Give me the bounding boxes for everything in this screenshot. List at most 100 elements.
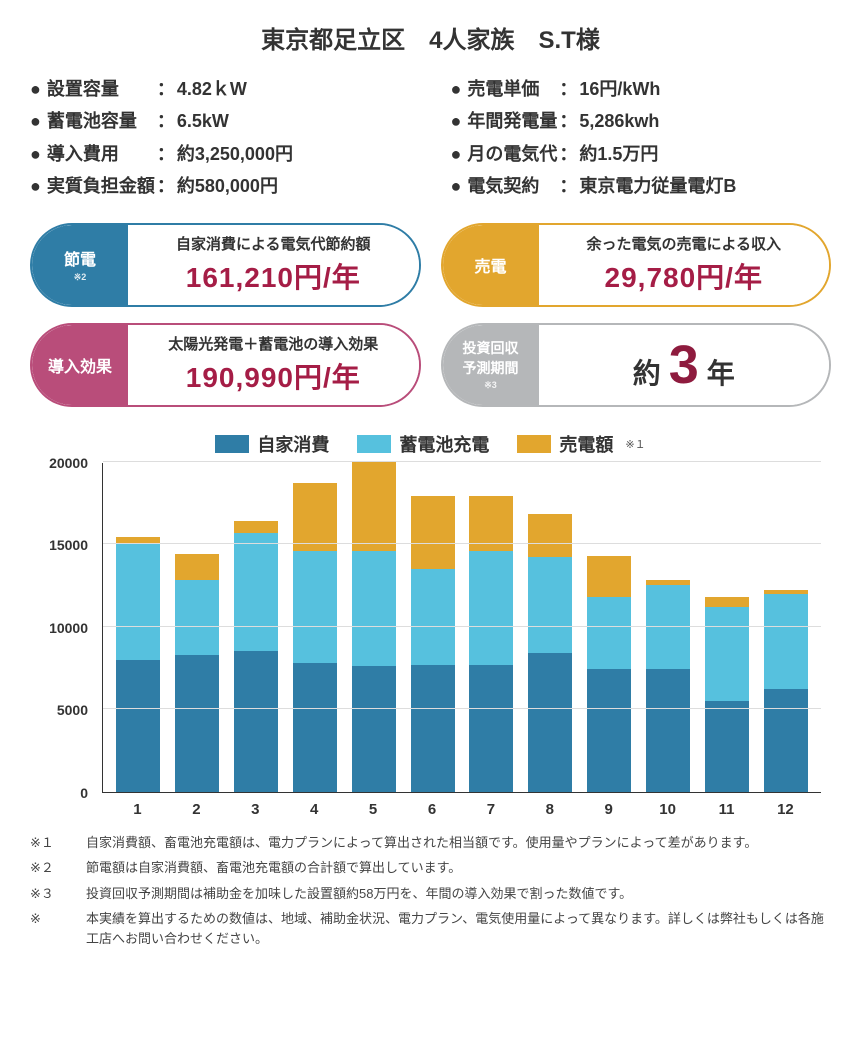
pill-payback: 投資回収 予測期間 ※3 約 3 年 bbox=[441, 323, 832, 407]
legend-label: 自家消費 bbox=[257, 431, 329, 457]
monthly-chart: 05000100001500020000 123456789101112 bbox=[40, 463, 821, 823]
spec-colon: ： bbox=[559, 170, 577, 202]
legend-swatch bbox=[357, 435, 391, 453]
bar-segment-sell bbox=[234, 521, 278, 533]
footnote-key: ※ bbox=[30, 909, 74, 948]
bar-segment-battery bbox=[646, 585, 690, 669]
bar-segment-battery bbox=[528, 557, 572, 653]
bar-segment-sell bbox=[352, 462, 396, 551]
spec-value: 約580,000円 bbox=[177, 170, 278, 202]
pill-effect-value: 190,990円/年 bbox=[186, 356, 361, 396]
pill-payback-num: 3 bbox=[669, 338, 699, 392]
bar-segment-sell bbox=[528, 514, 572, 557]
pill-saving-body: 自家消費による電気代節約額 161,210円/年 bbox=[128, 225, 419, 305]
x-tick-label: 1 bbox=[115, 795, 159, 823]
bar-segment-self bbox=[293, 663, 337, 792]
pill-payback-badge-l2: 予測期間 bbox=[463, 358, 519, 378]
x-tick-label: 11 bbox=[705, 795, 749, 823]
pill-payback-badge-note: ※3 bbox=[484, 380, 497, 391]
pill-saving: 節電 ※2 自家消費による電気代節約額 161,210円/年 bbox=[30, 223, 421, 307]
bar-segment-sell bbox=[705, 597, 749, 607]
y-axis: 05000100001500020000 bbox=[40, 463, 96, 793]
legend-swatch bbox=[215, 435, 249, 453]
spec-label: 実質負担金額 bbox=[47, 170, 155, 202]
bar-segment-self bbox=[587, 669, 631, 791]
bar-segment-self bbox=[646, 669, 690, 791]
spec-row: ●蓄電池容量：6.5kW bbox=[30, 105, 411, 137]
bar-segment-self bbox=[705, 701, 749, 792]
spec-label: 売電単価 bbox=[467, 73, 557, 105]
pill-sell-caption: 余った電気の売電による収入 bbox=[586, 233, 781, 254]
y-tick-label: 5000 bbox=[57, 702, 88, 718]
specs-left: ●設置容量：4.82ｋW●蓄電池容量：6.5kW●導入費用：約3,250,000… bbox=[30, 73, 411, 203]
bar-segment-self bbox=[469, 665, 513, 792]
x-tick-label: 5 bbox=[351, 795, 395, 823]
pill-effect-body: 太陽光発電＋蓄電池の導入効果 190,990円/年 bbox=[128, 325, 419, 405]
footnote-row: ※１自家消費額、畜電池充電額は、電力プランによって算出された相当額です。使用量や… bbox=[30, 833, 831, 853]
pill-sell-badge-label: 売電 bbox=[474, 253, 506, 277]
bar-segment-self bbox=[764, 689, 808, 791]
grid-line bbox=[103, 543, 821, 544]
plot-area bbox=[102, 463, 821, 793]
footnote-row: ※２ 節電額は自家消費額、畜電池充電額の合計額で算出しています。 bbox=[30, 858, 831, 878]
pill-saving-caption: 自家消費による電気代節約額 bbox=[176, 233, 371, 254]
bar-segment-battery bbox=[411, 569, 455, 665]
footnote-text: 節電額は自家消費額、畜電池充電額の合計額で算出しています。 bbox=[86, 858, 461, 878]
spec-label: 月の電気代 bbox=[467, 138, 557, 170]
bar-segment-battery bbox=[293, 551, 337, 663]
bars-container bbox=[103, 463, 821, 792]
bar-segment-battery bbox=[705, 607, 749, 701]
pill-sell-badge: 売電 bbox=[443, 225, 539, 305]
bar-column bbox=[352, 462, 396, 792]
spec-colon: ： bbox=[157, 138, 175, 170]
spec-label: 導入費用 bbox=[47, 138, 155, 170]
bar-segment-battery bbox=[116, 544, 160, 660]
specs-grid: ●設置容量：4.82ｋW●蓄電池容量：6.5kW●導入費用：約3,250,000… bbox=[30, 73, 831, 203]
pill-payback-unit: 年 bbox=[707, 352, 735, 392]
bar-segment-self bbox=[175, 655, 219, 792]
pill-payback-yaku: 約 bbox=[633, 352, 661, 392]
x-tick-label: 9 bbox=[587, 795, 631, 823]
page-title: 東京都足立区 4人家族 S.T様 bbox=[30, 20, 831, 55]
bar-column bbox=[764, 590, 808, 791]
spec-value: 5,286kwh bbox=[579, 105, 659, 137]
spec-value: 約1.5万円 bbox=[579, 138, 658, 170]
pill-saving-badge-label: 節電 bbox=[64, 246, 96, 270]
chart-legend: 自家消費蓄電池充電売電額※１ bbox=[30, 431, 831, 457]
bar-column bbox=[646, 580, 690, 791]
bullet-icon: ● bbox=[451, 138, 462, 170]
bar-column bbox=[528, 514, 572, 791]
spec-row: ●売電単価：16円/kWh bbox=[451, 73, 832, 105]
footnote-key: ※２ bbox=[30, 858, 74, 878]
pill-sell: 売電 余った電気の売電による収入 29,780円/年 bbox=[441, 223, 832, 307]
spec-row: ●導入費用：約3,250,000円 bbox=[30, 138, 411, 170]
pill-effect: 導入効果 太陽光発電＋蓄電池の導入効果 190,990円/年 bbox=[30, 323, 421, 407]
y-tick-label: 10000 bbox=[49, 620, 88, 636]
spec-row: ●電気契約：東京電力従量電灯B bbox=[451, 170, 832, 202]
pill-effect-caption: 太陽光発電＋蓄電池の導入効果 bbox=[168, 333, 378, 354]
bullet-icon: ● bbox=[30, 138, 41, 170]
bar-segment-self bbox=[411, 665, 455, 792]
bar-segment-battery bbox=[587, 597, 631, 670]
bar-column bbox=[469, 496, 513, 791]
footnote-key: ※３ bbox=[30, 884, 74, 904]
bullet-icon: ● bbox=[30, 170, 41, 202]
bar-column bbox=[587, 556, 631, 792]
spec-row: ●月の電気代：約1.5万円 bbox=[451, 138, 832, 170]
legend-item: 蓄電池充電 bbox=[357, 431, 489, 457]
spec-colon: ： bbox=[157, 105, 175, 137]
x-tick-label: 12 bbox=[763, 795, 807, 823]
legend-label: 蓄電池充電 bbox=[399, 431, 489, 457]
y-tick-label: 15000 bbox=[49, 537, 88, 553]
pill-sell-body: 余った電気の売電による収入 29,780円/年 bbox=[539, 225, 830, 305]
bar-segment-battery bbox=[175, 580, 219, 654]
bar-segment-sell bbox=[175, 554, 219, 580]
spec-colon: ： bbox=[559, 138, 577, 170]
pill-effect-badge-label: 導入効果 bbox=[48, 353, 112, 377]
spec-value: 4.82ｋW bbox=[177, 73, 247, 105]
spec-label: 電気契約 bbox=[467, 170, 557, 202]
bar-column bbox=[411, 496, 455, 791]
pill-payback-badge: 投資回収 予測期間 ※3 bbox=[443, 325, 539, 405]
pill-sell-value: 29,780円/年 bbox=[605, 256, 763, 296]
spec-colon: ： bbox=[559, 105, 577, 137]
